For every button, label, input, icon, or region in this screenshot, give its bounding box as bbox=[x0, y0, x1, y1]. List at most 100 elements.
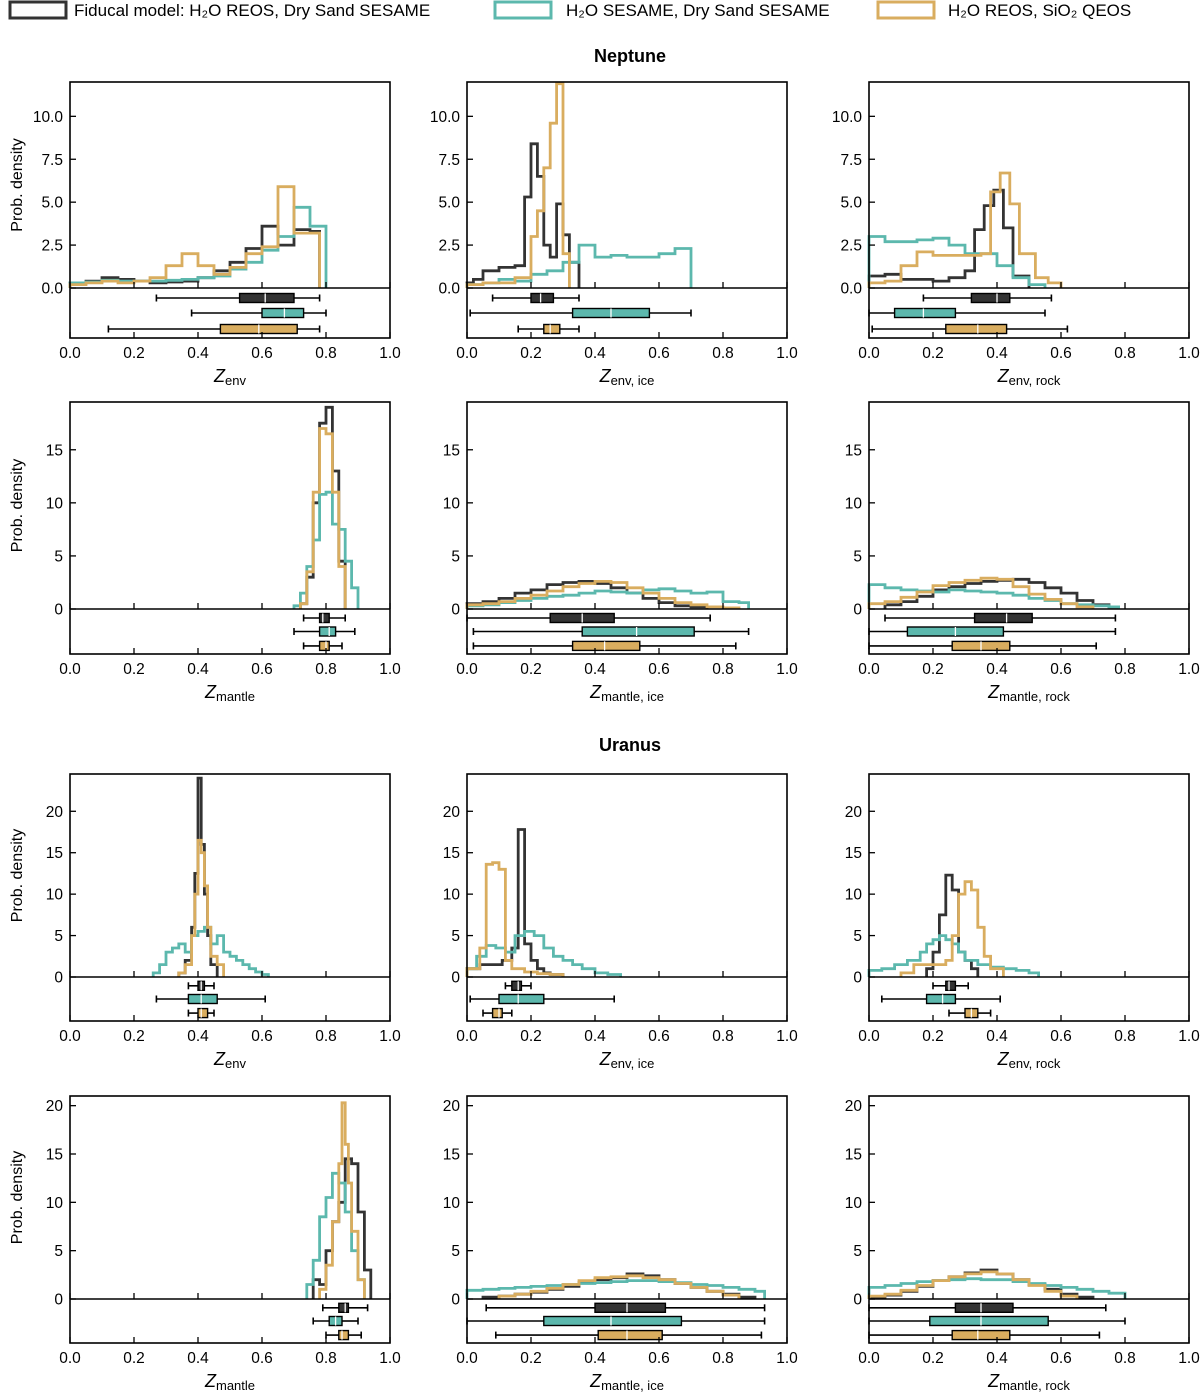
legend-swatch-sesame bbox=[493, 0, 553, 20]
y-tick-label: 0 bbox=[451, 1292, 460, 1309]
boxplot-series-2 bbox=[868, 640, 1097, 652]
y-tick-label: 5.0 bbox=[41, 195, 63, 212]
legend-label-sesame: H₂O SESAME, Dry Sand SESAME bbox=[566, 1, 830, 20]
histogram-series-2 bbox=[318, 1101, 366, 1299]
x-tick-label: 1.0 bbox=[776, 1028, 798, 1045]
y-tick-label: 20 bbox=[46, 1098, 64, 1115]
boxplot-series-2 bbox=[868, 1329, 1101, 1341]
histogram-series-2 bbox=[867, 171, 1063, 288]
y-tick-label: 15 bbox=[443, 1147, 460, 1164]
x-tick-label: 0.2 bbox=[520, 661, 542, 678]
y-tick-label: 10 bbox=[443, 1195, 461, 1212]
box bbox=[261, 307, 305, 319]
x-tick-label: 1.0 bbox=[1178, 345, 1200, 362]
box bbox=[197, 1007, 209, 1019]
y-tick-label: 20 bbox=[845, 804, 863, 821]
y-tick-label: 0 bbox=[853, 970, 862, 987]
boxplot-series-0 bbox=[321, 1302, 369, 1314]
histogram-series-0 bbox=[465, 580, 709, 609]
box bbox=[945, 980, 957, 991]
x-tick-label: 0.0 bbox=[858, 345, 880, 362]
boxplot-series-2 bbox=[871, 323, 1069, 335]
boxplot-series-0 bbox=[466, 612, 712, 624]
x-tick-label: 0.6 bbox=[1050, 661, 1072, 678]
x-tick-label: 0.2 bbox=[922, 661, 944, 678]
boxplot-series-0 bbox=[932, 980, 970, 991]
y-tick-label: 0 bbox=[451, 602, 460, 619]
legend-entry-sesame: H₂O SESAME, Dry Sand SESAME bbox=[493, 0, 830, 20]
histogram-series-2 bbox=[465, 580, 741, 610]
axes-frame bbox=[868, 1095, 1190, 1344]
histogram-series-1 bbox=[465, 1279, 766, 1299]
panel-uranus-mantle-rock: 0 5 10 15 20 0.0 0.2 0.4 0.6 0.8 1.0 Zmantle, rock bbox=[845, 1095, 1200, 1393]
histogram-series-2 bbox=[465, 861, 565, 977]
x-axis-label: Zenv, ice bbox=[599, 366, 655, 388]
x-axis-label: Zenv, ice bbox=[599, 1049, 655, 1071]
x-tick-label: 0.8 bbox=[315, 345, 337, 362]
y-tick-label: 20 bbox=[46, 804, 64, 821]
box bbox=[238, 292, 295, 304]
x-tick-label: 0.4 bbox=[584, 345, 606, 362]
panel-grid: 0.0 2.5 5.0 7.5 10.0 0.0 0.2 0.4 0.6 0.8 1.0 Zenv Pr… bbox=[9, 81, 1200, 1393]
y-tick-label: 10 bbox=[46, 1195, 64, 1212]
x-tick-label: 1.0 bbox=[1178, 661, 1200, 678]
panel-uranus-mantle: 0 5 10 15 20 0.0 0.2 0.4 0.6 0.8 1.0 Zmantle Prob. d… bbox=[9, 1095, 401, 1393]
histogram-series-2 bbox=[68, 185, 321, 288]
axes-frame bbox=[69, 81, 391, 339]
y-tick-label: 0 bbox=[853, 602, 862, 619]
y-tick-label: 5.0 bbox=[840, 195, 862, 212]
x-tick-label: 0.0 bbox=[858, 1350, 880, 1367]
x-axis-label: Zmantle, ice bbox=[589, 1371, 664, 1393]
panel-neptune-env: 0.0 2.5 5.0 7.5 10.0 0.0 0.2 0.4 0.6 0.8 1.0 Zenv Pr… bbox=[9, 81, 401, 388]
boxplot-series-2 bbox=[472, 640, 737, 652]
box bbox=[581, 626, 695, 637]
y-tick-label: 15 bbox=[46, 845, 63, 862]
boxplot-series-1 bbox=[190, 307, 327, 319]
y-tick-label: 7.5 bbox=[41, 152, 63, 169]
x-tick-label: 0.2 bbox=[922, 1028, 944, 1045]
legend-label-fiducial: Fiducal model: H₂O REOS, Dry Sand SESAME bbox=[74, 1, 430, 20]
box bbox=[597, 1329, 663, 1341]
boxplot-series-0 bbox=[302, 612, 347, 624]
box bbox=[925, 993, 957, 1005]
x-tick-label: 0.4 bbox=[986, 661, 1008, 678]
x-tick-label: 1.0 bbox=[1178, 1028, 1200, 1045]
histogram-series-2 bbox=[465, 82, 571, 288]
x-tick-label: 0.6 bbox=[1050, 345, 1072, 362]
boxplot-series-1 bbox=[469, 993, 616, 1005]
y-tick-label: 20 bbox=[443, 1098, 461, 1115]
x-axis-label: Zenv, rock bbox=[997, 366, 1061, 388]
x-tick-label: 0.8 bbox=[1114, 1350, 1136, 1367]
boxplot-series-1 bbox=[868, 307, 1046, 319]
y-tick-label: 10 bbox=[443, 887, 461, 904]
y-axis-label: Prob. density bbox=[9, 1151, 26, 1244]
y-tick-label: 0.0 bbox=[840, 281, 862, 298]
box bbox=[945, 323, 1008, 335]
y-tick-label: 5.0 bbox=[438, 195, 460, 212]
y-axis-label: Prob. density bbox=[9, 138, 26, 231]
y-tick-label: 2.5 bbox=[41, 238, 63, 255]
box bbox=[970, 292, 1011, 304]
y-tick-label: 15 bbox=[845, 1147, 862, 1164]
x-tick-label: 0.0 bbox=[456, 661, 478, 678]
boxplot-series-0 bbox=[884, 612, 1117, 624]
x-tick-label: 0.8 bbox=[712, 1350, 734, 1367]
box bbox=[543, 1315, 683, 1327]
x-tick-label: 0.6 bbox=[648, 661, 670, 678]
panel-neptune-mantle-ice: 0 5 10 15 0.0 0.2 0.4 0.6 0.8 1.0 Zmantle, ice bbox=[443, 401, 798, 704]
x-tick-label: 0.2 bbox=[123, 345, 145, 362]
x-tick-label: 0.2 bbox=[922, 1350, 944, 1367]
x-tick-label: 0.6 bbox=[648, 1028, 670, 1045]
y-tick-label: 0 bbox=[853, 1292, 862, 1309]
x-tick-label: 0.4 bbox=[187, 1350, 209, 1367]
x-tick-label: 0.0 bbox=[858, 661, 880, 678]
axes-frame bbox=[466, 401, 788, 655]
box bbox=[571, 640, 641, 652]
x-tick-label: 0.6 bbox=[648, 345, 670, 362]
y-tick-label: 10 bbox=[46, 495, 64, 512]
histogram-series-2 bbox=[299, 427, 347, 609]
boxplot-series-0 bbox=[155, 292, 321, 304]
boxplot-series-1 bbox=[868, 1315, 1126, 1327]
x-tick-label: 0.8 bbox=[712, 661, 734, 678]
